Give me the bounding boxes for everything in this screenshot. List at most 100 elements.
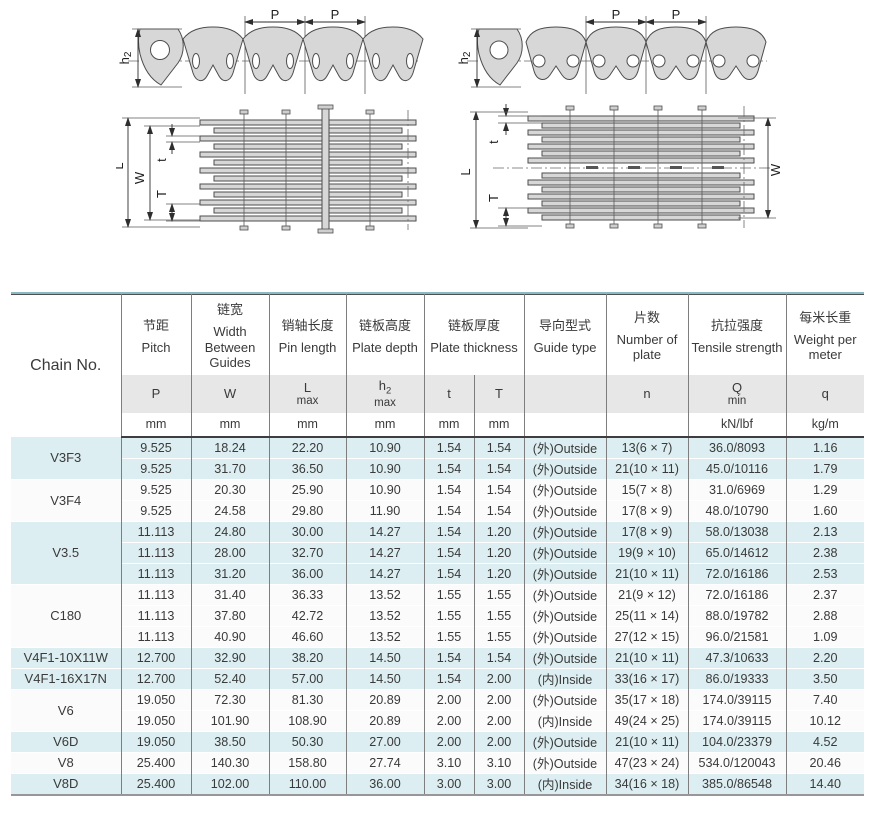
spec-value-cell: 12.700 (121, 667, 192, 689)
spec-value-cell: 25.90 (269, 478, 347, 500)
spec-table: Chain No. 节距 Pitch 链宽 Width Between Guides… (11, 294, 864, 796)
spec-value-cell: 1.55 (424, 583, 475, 605)
chain-no-cell: V8D (11, 772, 122, 796)
dim-label-pin-length: L (116, 162, 126, 169)
spec-value-cell: 158.80 (269, 751, 347, 773)
spec-value-cell: (外)Outside (524, 457, 607, 479)
spec-value-cell: 1.54 (424, 562, 475, 584)
spec-value-cell: 22.20 (269, 436, 347, 458)
spec-value-cell: 49(24 × 25) (606, 709, 689, 731)
spec-value-cell: 52.40 (191, 667, 270, 689)
spec-value-cell: 2.38 (786, 541, 864, 563)
spec-value-cell: (外)Outside (524, 730, 607, 752)
sym-pitch: P (121, 374, 192, 413)
spec-value-cell: 104.0/23379 (688, 730, 787, 752)
spec-value-cell: (外)Outside (524, 646, 607, 668)
spec-value-cell: (内)Inside (524, 709, 607, 731)
dim-label-thickness-t: t (154, 158, 169, 162)
spec-value-cell: 19.050 (121, 688, 192, 710)
spec-value-cell: 1.55 (474, 583, 525, 605)
spec-value-cell: 1.54 (424, 646, 475, 668)
spec-value-cell: 9.525 (121, 436, 192, 458)
spec-value-cell: 20.30 (191, 478, 270, 500)
dim-label-thickness-T: T (154, 190, 169, 198)
spec-value-cell: (外)Outside (524, 562, 607, 584)
top-rule (11, 292, 864, 294)
spec-value-cell: 174.0/39115 (688, 688, 787, 710)
spec-value-cell: 1.54 (474, 646, 525, 668)
spec-value-cell: 33(16 × 17) (606, 667, 689, 689)
spec-value-cell: 108.90 (269, 709, 347, 731)
spec-value-cell: 32.90 (191, 646, 270, 668)
spec-value-cell: 11.113 (121, 562, 192, 584)
tooth-plate (362, 26, 424, 82)
sym-width: W (191, 374, 270, 413)
dim-label-thickness-t: t (486, 140, 501, 144)
spec-value-cell: 31.20 (191, 562, 270, 584)
dim-label-pitch: P (331, 8, 340, 22)
chain-no-cell: V3F4 (11, 478, 122, 521)
spec-value-cell: 1.29 (786, 478, 864, 500)
spec-value-cell: 27(12 × 15) (606, 625, 689, 647)
spec-value-cell: 17(8 × 9) (606, 499, 689, 521)
col-plate-depth: 链板高度 Plate depth (346, 294, 425, 375)
spec-value-cell: 1.60 (786, 499, 864, 521)
spec-value-cell: 11.113 (121, 604, 192, 626)
spec-value-cell: 13.52 (346, 583, 425, 605)
tooth-plate (525, 26, 587, 81)
spec-value-cell: 31.0/6969 (688, 478, 787, 500)
spec-value-cell: 14.27 (346, 541, 425, 563)
spec-value-cell: 2.37 (786, 583, 864, 605)
sym-plate-depth: h2 max (346, 374, 425, 413)
col-width: 链宽 Width Between Guides (191, 294, 270, 375)
spec-value-cell: 15(7 × 8) (606, 478, 689, 500)
spec-value-cell: 2.53 (786, 562, 864, 584)
spec-row: 11.113 40.90 46.60 13.52 1.55 1.55 (外)Outside 2… (11, 625, 864, 647)
link-plates-lower (527, 172, 755, 221)
spec-value-cell: 35(17 × 18) (606, 688, 689, 710)
spec-value-cell: 2.00 (424, 688, 475, 710)
unit-num-plate (606, 412, 689, 438)
chain-no-cell: V3F3 (11, 436, 122, 479)
spec-value-cell: 58.0/13038 (688, 520, 787, 542)
spec-row: V8 25.400 140.30 158.80 27.74 3.10 3.10 (外)Outs… (11, 751, 864, 773)
spec-value-cell: 1.54 (424, 520, 475, 542)
spec-value-cell: 36.00 (346, 772, 425, 796)
spec-value-cell: 47.3/10633 (688, 646, 787, 668)
spec-value-cell: 12.700 (121, 646, 192, 668)
col-plate-thickness: 链板厚度 Plate thickness (424, 294, 525, 375)
spec-value-cell: 2.00 (474, 667, 525, 689)
spec-value-cell: 10.90 (346, 478, 425, 500)
spec-value-cell: 1.20 (474, 541, 525, 563)
spec-value-cell: 1.55 (474, 625, 525, 647)
spec-value-cell: (外)Outside (524, 625, 607, 647)
tooth-plate (585, 26, 647, 81)
spec-value-cell: 101.90 (191, 709, 270, 731)
pin-holes (532, 54, 760, 68)
chain-no-cell: V4F1-16X17N (11, 667, 122, 689)
spec-table-body: V3F3 9.525 18.24 22.20 10.90 1.54 1.54 (外)Outsi… (11, 436, 864, 796)
spec-value-cell: 1.20 (474, 520, 525, 542)
spec-row: V4F1-16X17N 12.700 52.40 57.00 14.50 1.54 2.00… (11, 667, 864, 689)
spec-value-cell: 20.46 (786, 751, 864, 773)
spec-value-cell: 28.00 (191, 541, 270, 563)
pin-clips (239, 109, 375, 231)
spec-value-cell: 46.60 (269, 625, 347, 647)
chain-no-cell: C180 (11, 583, 122, 647)
spec-value-cell: 1.54 (424, 436, 475, 458)
spec-value-cell: 50.30 (269, 730, 347, 752)
spec-value-cell: 534.0/120043 (688, 751, 787, 773)
unit-pitch: mm (121, 412, 192, 438)
spec-value-cell: (外)Outside (524, 520, 607, 542)
spec-value-cell: 19.050 (121, 709, 192, 731)
spec-value-cell: 30.00 (269, 520, 347, 542)
spec-value-cell: 17(8 × 9) (606, 520, 689, 542)
col-num-plate: 片数 Number of plate (606, 294, 689, 375)
spec-value-cell: 27.74 (346, 751, 425, 773)
spec-value-cell: 13(6 × 7) (606, 436, 689, 458)
spec-value-cell: 1.20 (474, 562, 525, 584)
spec-value-cell: 1.54 (424, 457, 475, 479)
plan-view-drawing-right: t L T W (458, 104, 783, 229)
unit-width: mm (191, 412, 270, 438)
